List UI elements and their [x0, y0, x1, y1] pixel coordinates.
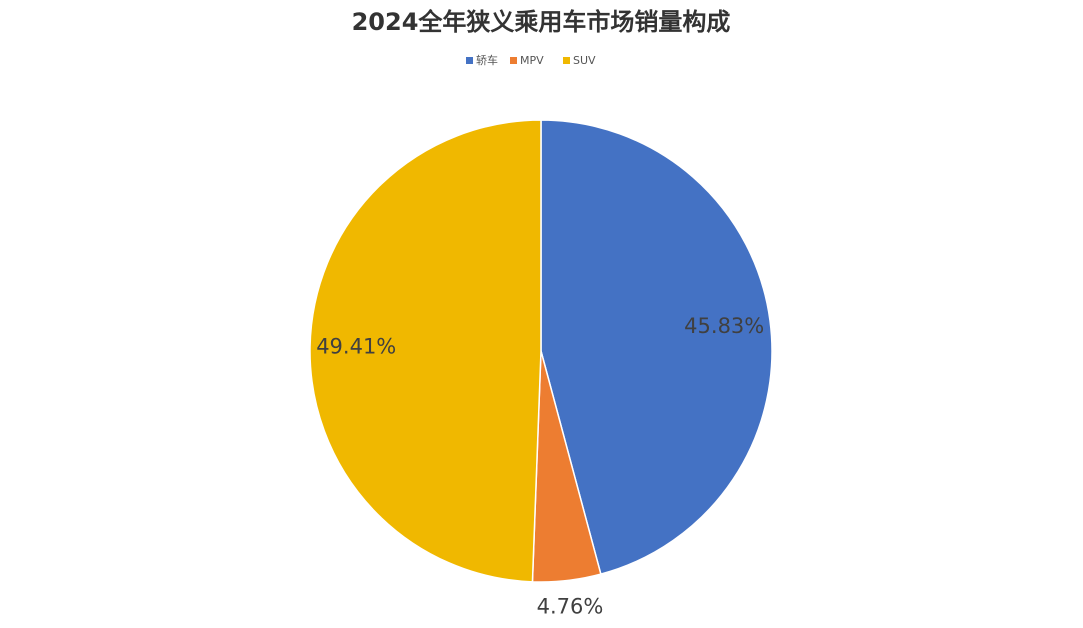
legend: 轿车 MPV SUV — [466, 53, 596, 67]
legend-swatch — [510, 57, 517, 64]
legend-label: SUV — [573, 54, 596, 67]
pie: 45.83% 4.76% 49.41% — [309, 119, 773, 618]
legend-swatch — [563, 57, 570, 64]
legend-swatch — [466, 57, 473, 64]
legend-label: 轿车 — [476, 53, 498, 67]
value-label: 45.83% — [684, 314, 764, 338]
chart-title: 2024全年狭义乘用车市场销量构成 — [352, 8, 731, 36]
value-label: 49.41% — [316, 335, 396, 359]
pie-slice — [540, 119, 773, 576]
legend-label: MPV — [520, 54, 544, 67]
value-label: 4.76% — [537, 594, 604, 618]
pie-slice — [309, 119, 542, 583]
